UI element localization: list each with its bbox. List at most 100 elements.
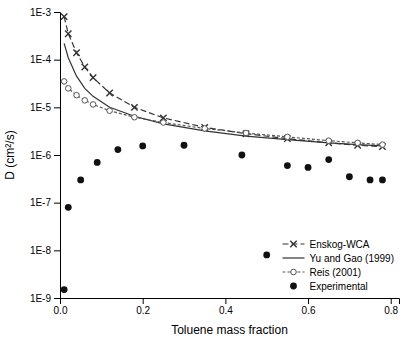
- series-line: [64, 81, 382, 144]
- point: [65, 31, 71, 37]
- point: [263, 252, 270, 259]
- x-tick-mark: [225, 298, 226, 304]
- point: [65, 204, 72, 211]
- point: [284, 162, 291, 169]
- marks: [61, 13, 386, 293]
- y-tick-label: 1E-7: [30, 197, 52, 208]
- point: [285, 134, 291, 140]
- y-tick-mark: [54, 12, 60, 13]
- series-line: [64, 43, 382, 146]
- point: [132, 114, 138, 120]
- legend-marker: [290, 241, 296, 247]
- y-tick-label: 1E-4: [30, 54, 52, 65]
- point: [326, 138, 332, 144]
- point: [380, 142, 386, 148]
- y-tick-mark: [54, 60, 60, 61]
- series-line: [64, 17, 382, 147]
- legend-swatch: [282, 257, 304, 258]
- point: [107, 108, 113, 114]
- y-tick-label: 1E-9: [30, 293, 52, 304]
- x-tick-label: 0.4: [219, 305, 233, 316]
- point: [202, 126, 208, 132]
- x-tick-mark: [143, 298, 144, 304]
- legend-label: Experimental: [309, 281, 367, 292]
- y-tick-mark: [54, 298, 60, 299]
- x-axis-title: Toluene mass fraction: [171, 323, 288, 337]
- point: [201, 124, 207, 130]
- point: [73, 50, 79, 56]
- y-tick: 1E-5: [30, 102, 60, 113]
- legend-marker: [291, 269, 297, 275]
- x-tick: 0.2: [136, 298, 150, 316]
- point: [61, 286, 68, 293]
- point: [305, 164, 312, 171]
- point: [379, 177, 386, 184]
- point: [77, 177, 84, 184]
- legend-marker: [290, 283, 297, 290]
- point: [94, 159, 101, 166]
- y-tick: 1E-4: [30, 54, 60, 65]
- y-axis-title: D (cm²/s): [3, 130, 17, 179]
- point: [65, 86, 71, 92]
- legend-item: Yu and Gao (1999): [282, 253, 394, 264]
- point: [90, 102, 96, 108]
- point: [367, 177, 374, 184]
- y-tick-label: 1E-5: [30, 102, 52, 113]
- x-axis-line: [61, 299, 400, 305]
- x-tick: 0.4: [219, 298, 233, 316]
- series: [61, 13, 386, 149]
- x-tick-label: 0.2: [136, 305, 150, 316]
- point: [131, 104, 137, 110]
- x-tick-mark: [391, 298, 392, 304]
- x-tick: 0.8: [384, 298, 398, 316]
- y-tick: 1E-7: [30, 197, 60, 208]
- chart: 0.00.20.40.60.81E-91E-81E-71E-61E-51E-41…: [0, 0, 413, 342]
- series: [64, 43, 382, 146]
- legend: Enskog-WCA Yu and Gao (1999) Reis (2001) Ex…: [282, 239, 394, 292]
- y-tick-mark: [54, 250, 60, 251]
- point: [243, 130, 249, 136]
- x-tick-label: 0.0: [54, 305, 68, 316]
- x-tick: 0.6: [302, 298, 316, 316]
- y-tick-label: 1E-6: [30, 150, 52, 161]
- point: [82, 98, 88, 104]
- point: [239, 152, 246, 159]
- plot: 0.00.20.40.60.81E-91E-81E-71E-61E-51E-41…: [3, 7, 400, 337]
- point: [82, 64, 88, 70]
- point: [90, 74, 96, 80]
- point: [106, 90, 112, 96]
- y-tick-label: 1E-8: [30, 245, 52, 256]
- x-tick-label: 0.6: [302, 305, 316, 316]
- point: [61, 79, 67, 85]
- y-tick-mark: [54, 155, 60, 156]
- y-axis: 1E-9 1E-8 1E-7 1E-6 1E-5 1E-4 1E-3: [30, 7, 61, 304]
- point: [114, 146, 121, 153]
- point: [346, 173, 353, 180]
- legend-item: Reis (2001): [282, 267, 361, 278]
- point: [74, 92, 80, 98]
- legend-item: Experimental: [290, 281, 368, 292]
- x-tick-label: 0.8: [384, 305, 398, 316]
- series: [61, 79, 385, 148]
- point: [181, 142, 188, 149]
- point: [139, 143, 146, 150]
- point: [61, 13, 67, 19]
- y-tick-mark: [54, 107, 60, 108]
- legend-label: Enskog-WCA: [309, 239, 369, 250]
- series: [61, 142, 386, 293]
- point: [161, 120, 167, 126]
- y-tick-mark: [54, 203, 60, 204]
- x-axis: 0.0 0.2 0.4 0.6 0.8: [54, 298, 400, 316]
- y-tick: 1E-3: [30, 7, 60, 18]
- y-tick: 1E-8: [30, 245, 60, 256]
- y-tick: 1E-9: [30, 293, 60, 304]
- legend-label: Reis (2001): [309, 267, 361, 278]
- legend-item: Enskog-WCA: [282, 239, 369, 250]
- x-tick-mark: [308, 298, 309, 304]
- x-tick: 0.0: [54, 298, 68, 316]
- point: [355, 140, 361, 146]
- y-tick-label: 1E-3: [30, 7, 52, 18]
- point: [325, 156, 332, 163]
- legend-label: Yu and Gao (1999): [309, 253, 394, 264]
- y-axis-line: [54, 13, 61, 299]
